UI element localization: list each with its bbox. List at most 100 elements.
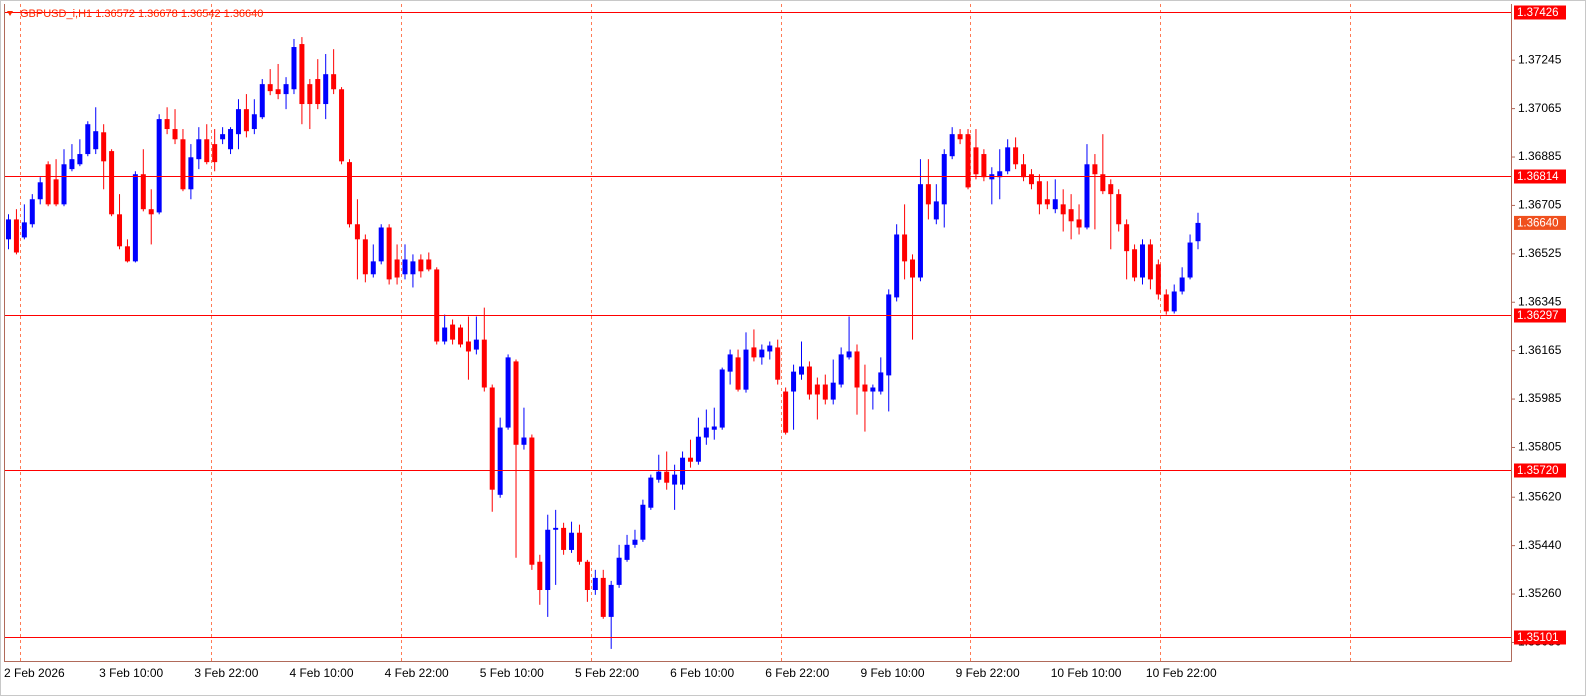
candle-body	[846, 351, 852, 358]
candle-body	[870, 387, 876, 392]
y-tick-label: 1.35805	[1518, 440, 1562, 454]
candle-body	[323, 74, 329, 105]
candle-body	[45, 164, 51, 205]
candle-body	[878, 372, 884, 392]
current-price-label: 1.36640	[1517, 217, 1559, 229]
candle-body	[584, 561, 590, 591]
candle-body	[640, 504, 646, 540]
y-axis: 1.37245 1.37065 1.36885 1.36705 1.36525 1.363…	[1511, 52, 1562, 649]
candle-body	[331, 74, 337, 90]
candle-body	[1195, 222, 1201, 242]
x-tick-label: 2 Feb 2026	[4, 666, 65, 680]
candle-body	[687, 457, 693, 462]
x-tick-label: 3 Feb 22:00	[194, 666, 258, 680]
candle-body	[346, 162, 352, 225]
candle-body	[545, 529, 551, 591]
candle-body	[481, 339, 487, 388]
candle-body	[1132, 249, 1138, 278]
candle-body	[61, 164, 67, 205]
x-tick-label: 9 Feb 22:00	[956, 666, 1020, 680]
candle-body	[576, 532, 582, 562]
candle-body	[101, 132, 107, 162]
candle-body	[442, 327, 448, 342]
candle-body	[949, 134, 955, 157]
x-tick-label: 9 Feb 10:00	[860, 666, 924, 680]
candle-body	[243, 109, 249, 132]
candle-body	[521, 437, 527, 445]
candle-body	[1036, 181, 1042, 205]
candle-body	[814, 384, 820, 395]
x-tick-label: 10 Feb 22:00	[1146, 666, 1217, 680]
candle-body	[426, 259, 432, 270]
y-tick-label: 1.36345	[1518, 294, 1562, 308]
candle-body	[735, 357, 741, 390]
candle-body	[354, 224, 360, 240]
candle-body	[759, 349, 765, 358]
candle-body	[410, 261, 416, 275]
candle-body	[973, 147, 979, 175]
y-tick-label: 1.37065	[1518, 101, 1562, 115]
candle-body	[418, 259, 424, 272]
candle-body	[830, 382, 836, 400]
candle-body	[172, 129, 178, 140]
candle-body	[1124, 224, 1130, 252]
candle-body	[180, 139, 186, 190]
y-tick-label: 1.36885	[1518, 149, 1562, 163]
y-tick-label: 1.36705	[1518, 198, 1562, 212]
level-label: 1.35101	[1517, 632, 1559, 644]
candle-body	[537, 561, 543, 591]
candle-body	[838, 354, 844, 385]
candle-body	[235, 109, 241, 135]
candle-body	[1108, 184, 1114, 195]
candle-body	[1068, 209, 1074, 222]
candle-body	[957, 134, 963, 140]
candle-body	[695, 436, 701, 462]
candle-body	[402, 259, 408, 275]
candle-body	[775, 347, 781, 380]
candle-body	[1163, 294, 1169, 312]
y-tick-label: 1.35440	[1518, 538, 1562, 552]
candle-body	[132, 174, 138, 262]
candle-body	[315, 79, 321, 105]
candle-body	[29, 199, 35, 225]
candle-body	[1155, 264, 1161, 295]
candle-body	[1060, 204, 1066, 215]
candle-body	[21, 222, 27, 238]
candle-body	[37, 182, 43, 200]
level-label-box	[1514, 630, 1566, 645]
candle-body	[1021, 164, 1027, 178]
candle-body	[124, 246, 130, 262]
candle-body	[505, 357, 511, 428]
y-tick-label: 1.36165	[1518, 343, 1562, 357]
candle-body	[291, 47, 297, 90]
candle-body	[600, 577, 606, 617]
y-tick-label: 1.36525	[1518, 246, 1562, 260]
candle-body	[632, 539, 638, 545]
x-tick-label: 6 Feb 22:00	[765, 666, 829, 680]
candle-body	[1028, 174, 1034, 185]
candle-body	[1100, 174, 1106, 192]
x-axis: 2 Feb 2026 3 Feb 10:00 3 Feb 22:00 4 Feb 10…	[4, 666, 1217, 680]
candle-body	[513, 361, 519, 445]
candle-body	[648, 477, 654, 508]
candle-body	[1052, 199, 1058, 210]
candle-body	[13, 219, 19, 253]
candle-body	[616, 557, 622, 585]
candle-body	[394, 259, 400, 278]
candle-body	[569, 532, 575, 550]
level-label-box	[1514, 308, 1566, 323]
candle-body	[1139, 244, 1145, 278]
candle-body	[997, 171, 1003, 178]
x-tick-label: 10 Feb 10:00	[1051, 666, 1122, 680]
level-label-box	[1514, 463, 1566, 478]
candle-body	[767, 345, 773, 352]
candle-body	[450, 324, 456, 340]
candle-body	[1076, 219, 1082, 228]
candle-body	[1013, 147, 1019, 165]
candle-body	[561, 527, 567, 550]
candle-body	[719, 369, 725, 428]
candle-body	[378, 227, 384, 262]
candle-body	[1116, 194, 1122, 225]
candle-body	[93, 131, 99, 150]
